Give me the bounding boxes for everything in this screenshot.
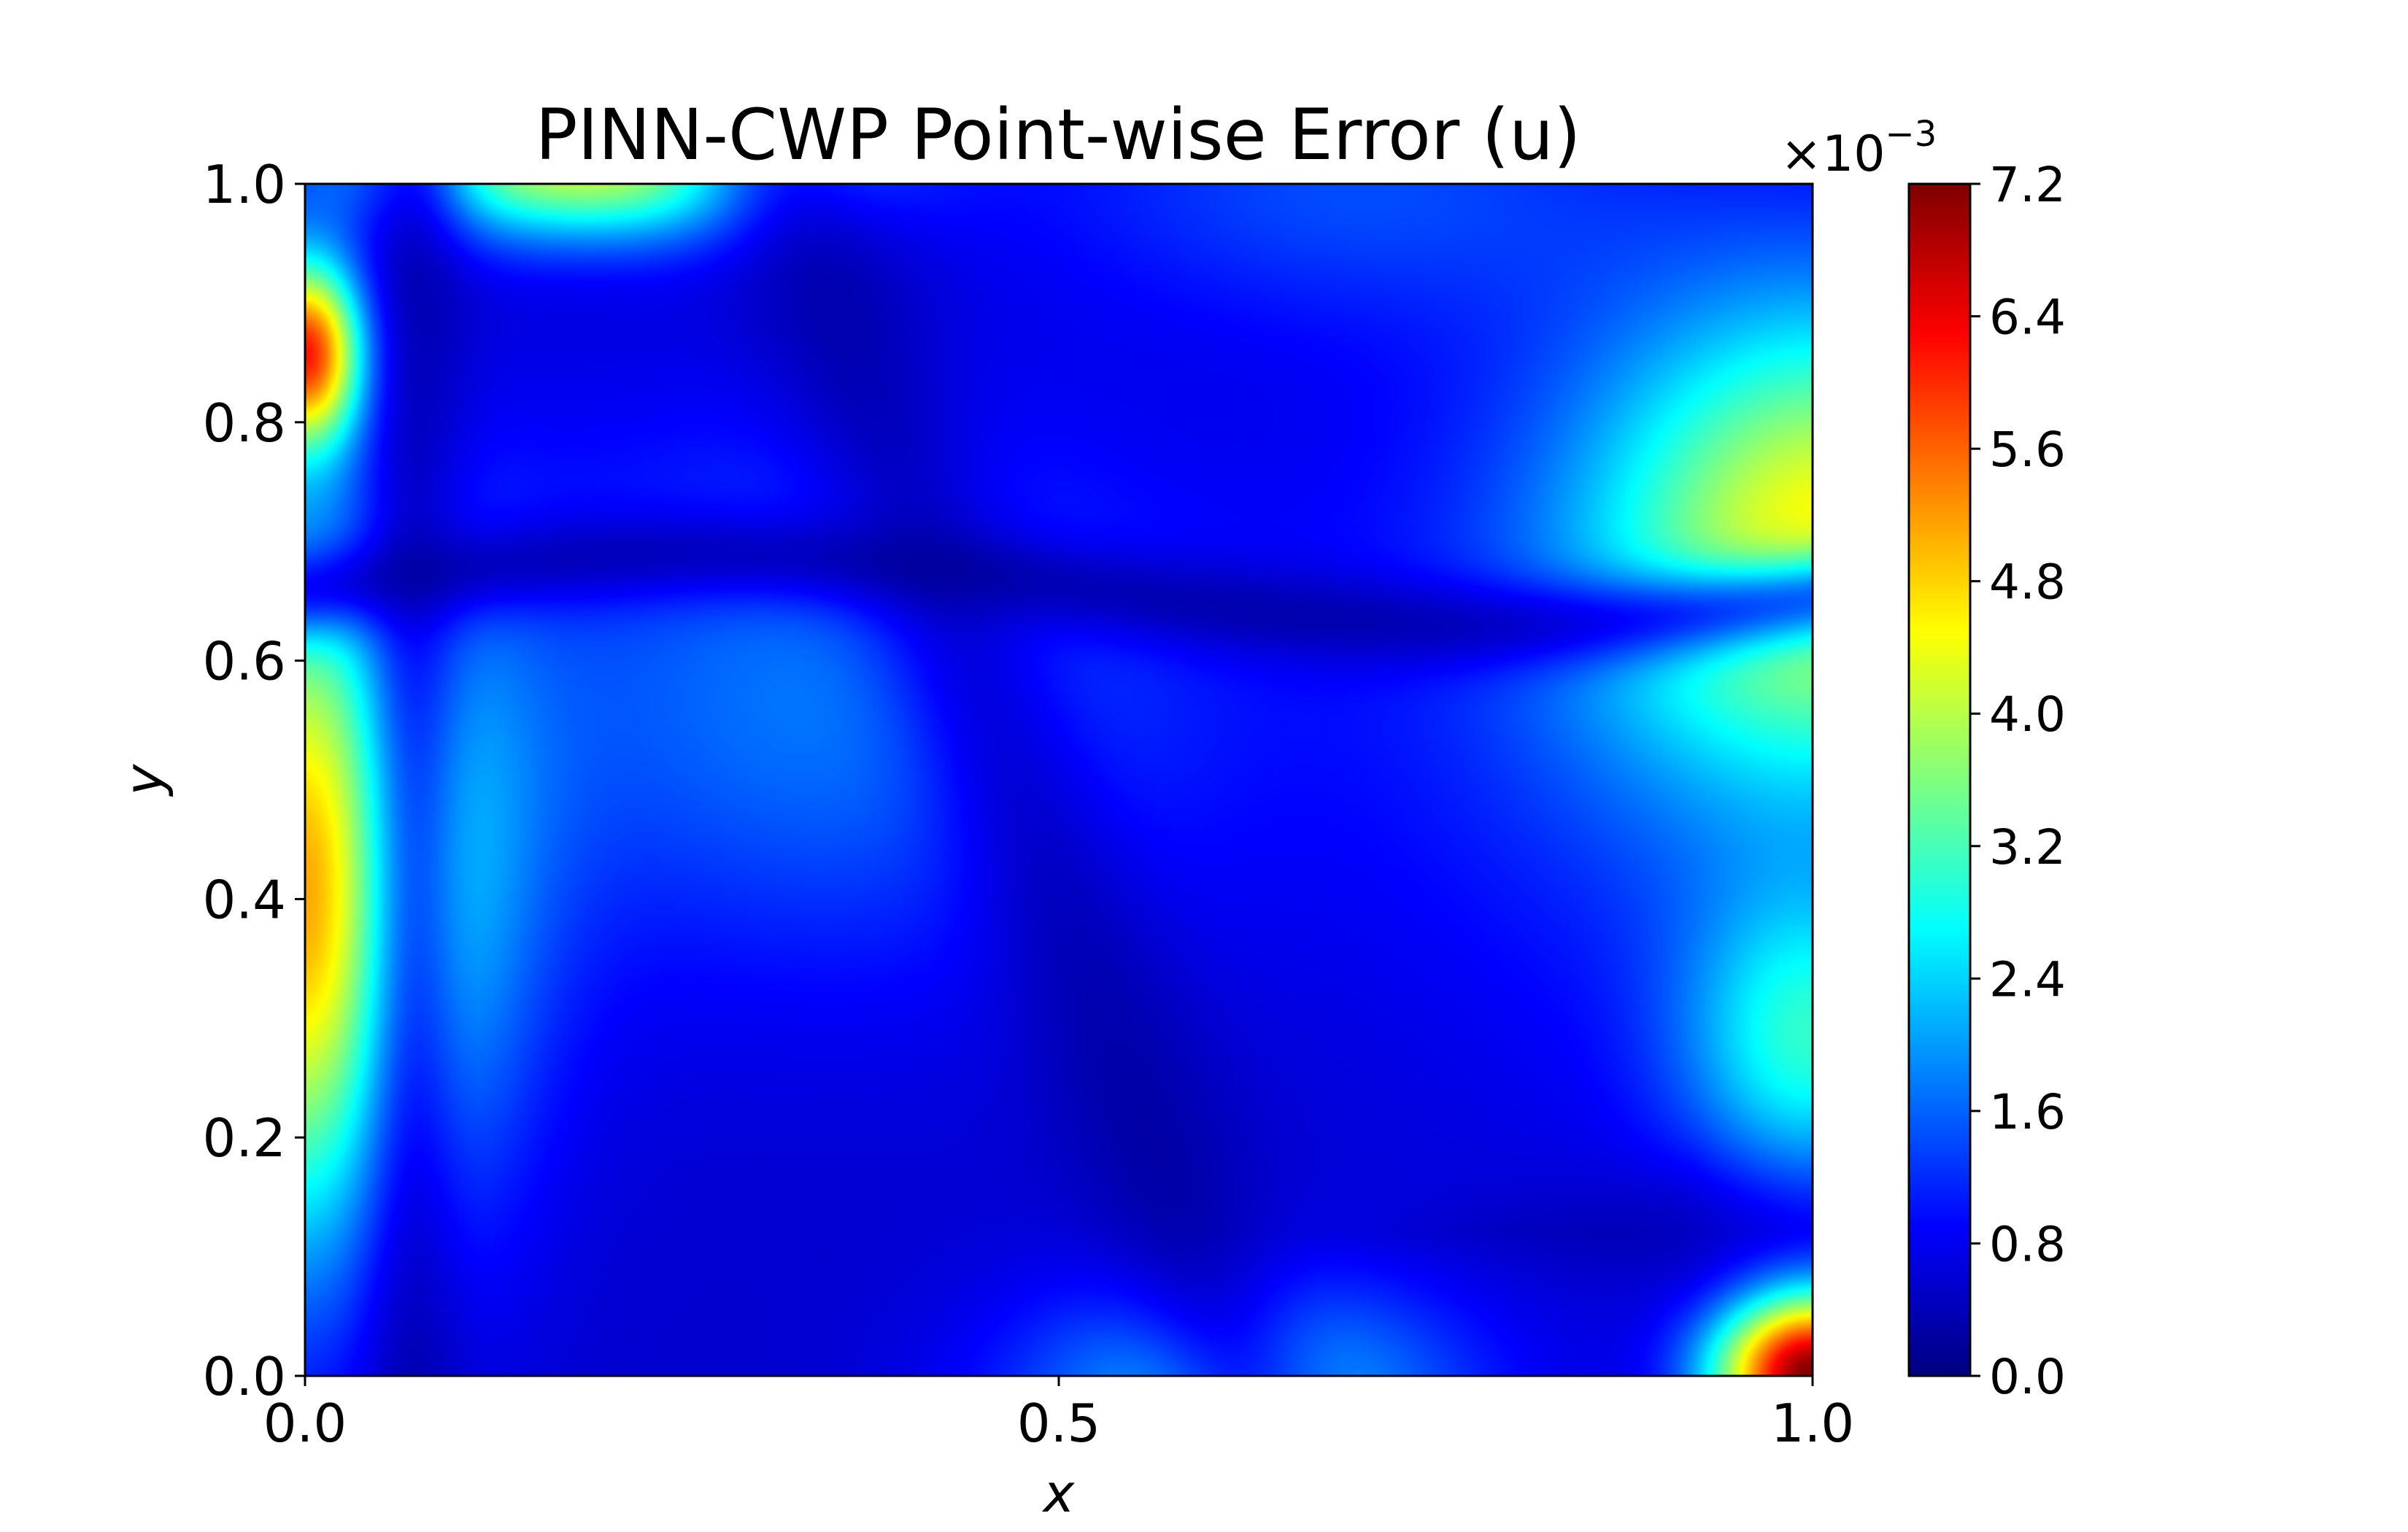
colorbar-multiplier: ×10−3	[1780, 114, 1937, 183]
x-tick-label: 1.0	[1771, 1393, 1855, 1454]
colorbar-tick-label: 5.6	[1989, 422, 2066, 478]
x-axis-label: x	[1042, 1463, 1076, 1524]
x-tick-label: 0.0	[263, 1393, 347, 1454]
y-axis-label: y	[113, 763, 174, 797]
y-tick-label: 0.4	[202, 869, 286, 930]
plot-frame	[304, 182, 1814, 1377]
colorbar-frame	[1907, 182, 1972, 1377]
y-tick-label: 0.6	[202, 631, 286, 692]
y-tick-label: 1.0	[202, 154, 286, 215]
colorbar-multiplier-exponent: −3	[1886, 114, 1937, 155]
y-tick-label: 0.0	[202, 1346, 286, 1407]
heatmap-plot-area	[305, 184, 1813, 1376]
y-tick-label: 0.8	[202, 392, 286, 454]
colorbar-tick-label: 0.0	[1989, 1349, 2066, 1405]
chart-title: PINN-CWP Point-wise Error (u)	[536, 94, 1581, 176]
colorbar-tick-label: 4.8	[1989, 554, 2066, 611]
colorbar-ticks: 0.0 0.8 1.6 2.4 3.2 4.0 4.8 5.6 6.4 7.2	[1970, 157, 2066, 1405]
x-tick-label: 0.5	[1017, 1393, 1101, 1454]
colorbar-tick-label: 1.6	[1989, 1084, 2066, 1140]
colorbar-tick-label: 4.0	[1989, 686, 2066, 743]
colorbar-multiplier-base: ×10	[1780, 125, 1886, 183]
colorbar-tick-label: 0.8	[1989, 1216, 2066, 1272]
colorbar-gradient	[1909, 184, 1970, 1376]
colorbar-tick-label: 7.2	[1989, 157, 2066, 213]
y-axis-ticks: 0.0 0.2 0.4 0.6 0.8 1.0	[202, 154, 305, 1407]
colorbar-tick-label: 3.2	[1989, 819, 2066, 875]
colorbar-tick-label: 6.4	[1989, 290, 2066, 346]
colorbar-tick-label: 2.4	[1989, 951, 2066, 1007]
y-tick-label: 0.2	[202, 1107, 286, 1169]
x-axis-ticks: 0.0 0.5 1.0	[263, 1376, 1855, 1454]
